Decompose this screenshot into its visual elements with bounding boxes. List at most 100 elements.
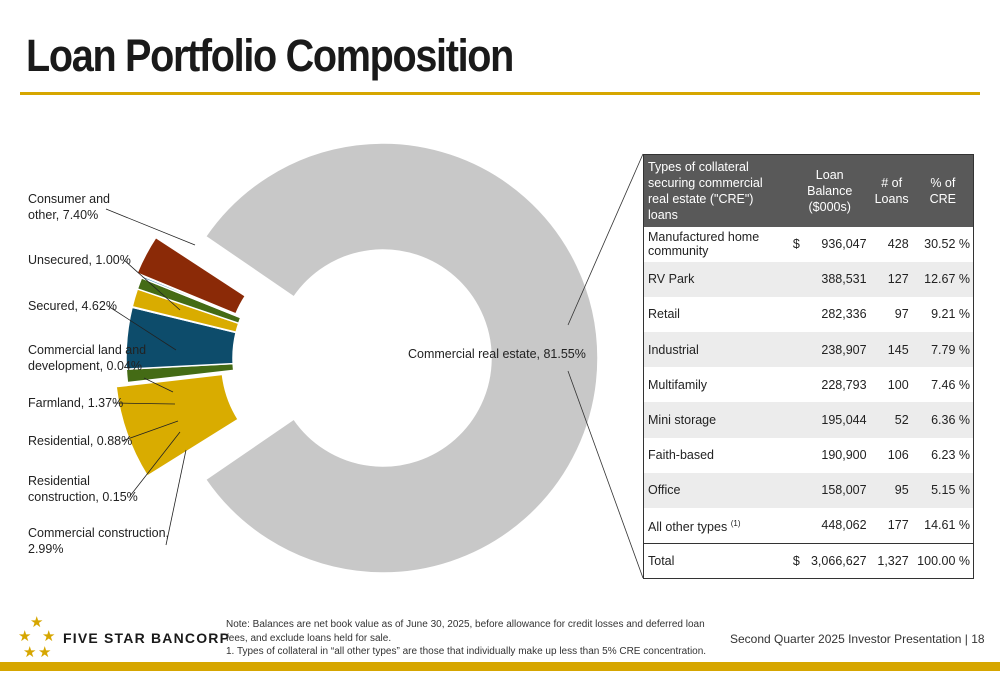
header-percent-cre: % of CRE (912, 154, 974, 227)
cell-collateral-type: Industrial (643, 332, 789, 368)
slice-label-unsecured: Unsecured, 1.00% (28, 253, 131, 267)
cell-percent-cre: 5.15 % (912, 472, 974, 508)
slice-residential-construction (140, 274, 243, 319)
cell-loan-count: 52 (870, 402, 913, 438)
footnote-note: Note: Balances are net book value as of … (226, 619, 705, 644)
donut-slices (115, 142, 599, 574)
slice-label-residential-construction: Residential (28, 474, 90, 488)
footnote-1: 1. Types of collateral in “all other typ… (226, 646, 707, 657)
slice-commercial-construction (136, 236, 247, 315)
cell-loan-balance: 190,900 (788, 437, 871, 473)
leader-line-residential (121, 420, 179, 442)
table-callout-lines (567, 153, 644, 579)
cell-percent-cre: 7.46 % (912, 367, 974, 403)
cell-loan-count: 100 (870, 367, 913, 403)
collateral-type-label: Multifamily (648, 377, 708, 392)
leader-line-farmland (112, 402, 176, 405)
table-total-row: Total $3,066,627 1,327 100.00 % (643, 542, 974, 579)
cell-loan-count: 145 (870, 332, 913, 368)
cell-collateral-type: Faith-based (643, 437, 789, 473)
loan-balance-value: 158,007 (821, 483, 867, 498)
callout-line (567, 153, 644, 326)
cell-loan-count: 106 (870, 437, 913, 473)
table-header-row: Types of collateral securing commercial … (643, 154, 974, 227)
loan-balance-value: 936,047 (821, 237, 867, 252)
slice-label-residential-construction: construction, 0.15% (28, 490, 138, 504)
loan-balance-value: 195,044 (821, 413, 867, 428)
cell-loan-count: 95 (870, 472, 913, 508)
cell-percent-cre: 6.36 % (912, 402, 974, 438)
leader-line-residential-construction (129, 431, 181, 497)
cell-loan-balance: 282,336 (788, 296, 871, 333)
cell-loan-balance: 448,062 (788, 508, 871, 544)
logo-star-icon: ★ (18, 628, 32, 645)
table-row: RV Park 388,531 127 12.67 % (643, 261, 974, 297)
page-title: Loan Portfolio Composition (26, 30, 514, 81)
cell-collateral-type: Multifamily (643, 367, 789, 403)
loan-balance-value: 228,793 (821, 377, 867, 392)
cre-collateral-table: Types of collateral securing commercial … (643, 154, 974, 579)
cell-loan-count: 177 (870, 508, 913, 544)
footer-accent-bar (0, 662, 1000, 671)
table-body: Manufactured home community $936,047 428 30… (643, 226, 974, 579)
loan-balance-value: 388,531 (821, 272, 867, 287)
header-loan-count: # of Loans (870, 154, 913, 227)
cell-loan-count: 127 (870, 261, 913, 297)
table-row: Mini storage 195,044 52 6.36 % (643, 402, 974, 438)
collateral-type-label: Retail (648, 307, 680, 322)
logo-star-icon: ★ (38, 644, 52, 661)
slice-label-commercial-land: development, 0.04% (28, 359, 142, 373)
logo-star-icon: ★ (23, 644, 37, 661)
cell-loan-balance: $936,047 (788, 226, 871, 262)
header-loan-balance: Loan Balance ($000s) (788, 154, 871, 227)
cell-percent-cre: 14.61 % (912, 508, 974, 544)
cell-loan-balance: 158,007 (788, 472, 871, 508)
cell-collateral-type: Total (643, 542, 789, 579)
loan-balance-value: 238,907 (821, 342, 867, 357)
loan-balance-value: 282,336 (821, 307, 867, 322)
slice-label-residential: Residential, 0.88% (28, 434, 132, 448)
slice-labels: Consumer and other, 7.40% Unsecured, 1.00%… (28, 192, 586, 556)
table-row: Multifamily 228,793 100 7.46 % (643, 367, 974, 403)
leader-line-commercial-construction (165, 449, 187, 546)
table-row: Office 158,007 95 5.15 % (643, 472, 974, 508)
logo-star-icon: ★ (42, 628, 56, 645)
collateral-type-label: All other types (648, 519, 728, 534)
cell-loan-balance: $3,066,627 (788, 542, 871, 579)
leader-line-commercial-land (143, 377, 174, 393)
title-divider (20, 92, 980, 95)
leader-line-consumer (105, 208, 196, 246)
collateral-type-label: RV Park (648, 272, 695, 287)
slice-label-commercial-construction: 2.99% (28, 542, 63, 556)
collateral-type-label: Total (648, 553, 675, 568)
collateral-type-label: Office (648, 483, 681, 498)
footnote-marker: (1) (730, 518, 741, 528)
slice-label-farmland: Farmland, 1.37% (28, 396, 123, 410)
cell-percent-cre: 6.23 % (912, 437, 974, 473)
slice-label-commercial-land: Commercial land and (28, 343, 146, 357)
cell-loan-count: 1,327 (870, 542, 913, 579)
loan-balance-value: 3,066,627 (810, 553, 867, 568)
cell-collateral-type: Mini storage (643, 402, 789, 438)
logo-star-icon: ★ (30, 614, 44, 631)
presentation-footer: Second Quarter 2025 Investor Presentatio… (730, 632, 985, 646)
cell-loan-balance: 228,793 (788, 367, 871, 403)
slice-label-consumer: other, 7.40% (28, 208, 98, 222)
collateral-type-label: Faith-based (648, 448, 715, 463)
table-row: Faith-based 190,900 106 6.23 % (643, 437, 974, 473)
slice-label-commercial-construction: Commercial construction, (28, 526, 169, 540)
cell-collateral-type: Retail (643, 296, 789, 333)
slice-label-commercial-real-estate: Commercial real estate, 81.55% (408, 347, 586, 361)
cell-collateral-type: Manufactured home community (643, 226, 789, 262)
cell-loan-balance: 238,907 (788, 332, 871, 368)
collateral-type-label: Mini storage (648, 413, 717, 428)
callout-line (567, 370, 644, 579)
cell-collateral-type: Office (643, 472, 789, 508)
leader-lines (105, 208, 196, 546)
loan-balance-value: 190,900 (821, 448, 867, 463)
collateral-type-label: Manufactured home community (648, 230, 760, 259)
slice-label-secured: Secured, 4.62% (28, 299, 117, 313)
header-collateral-type: Types of collateral securing commercial … (643, 154, 789, 227)
table-row: Manufactured home community $936,047 428 30… (643, 226, 974, 262)
